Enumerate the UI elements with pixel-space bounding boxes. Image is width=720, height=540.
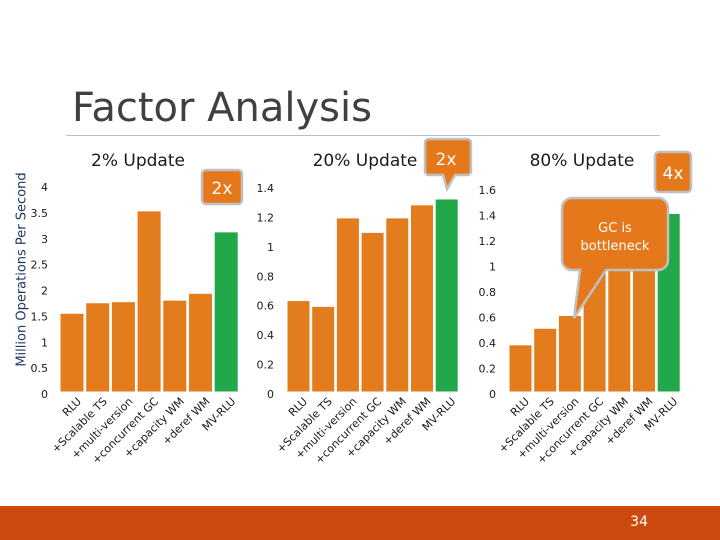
chart2-bar: [360, 231, 385, 393]
chart2-ytick: 1.2: [257, 211, 275, 224]
chart2-ytick: 0.4: [257, 329, 275, 342]
bottleneck-line2: bottleneck: [581, 239, 650, 254]
chart2-ytick: 0.2: [257, 359, 275, 372]
chart1-bar: [59, 312, 85, 393]
chart1-factor-label: 2x: [212, 179, 233, 199]
chart1-bar: [85, 302, 111, 393]
chart2-bar: [385, 217, 410, 393]
chart3-ytick: 0.4: [479, 337, 497, 350]
bottleneck-callout: GC is bottleneck: [560, 196, 670, 319]
chart1-ytick: 0.5: [31, 362, 49, 375]
chart3-ytick: 0.2: [479, 363, 497, 376]
chart3-title: 80% Update: [530, 151, 635, 171]
chart3-factor-label: 4x: [663, 164, 684, 184]
chart2-bar: [311, 305, 336, 393]
chart1-ytick: 3: [41, 233, 48, 246]
chart2-bar: [434, 198, 459, 393]
slide-title: Factor Analysis: [72, 85, 372, 131]
chart2-ytick: 1.4: [257, 182, 275, 195]
chart1-ytick: 0: [41, 388, 48, 401]
chart3-ytick: 0.8: [479, 286, 497, 299]
bottleneck-line1: GC is: [598, 221, 632, 236]
chart1-ytick: 1: [41, 336, 48, 349]
chart1-bar: [162, 299, 188, 393]
chart3-ytick: 1: [489, 261, 496, 274]
chart1-ytick: 1.5: [31, 310, 49, 323]
chart1-ytick: 3.5: [31, 207, 49, 220]
title-divider: [66, 135, 660, 136]
chart2-bar: [335, 217, 360, 393]
chart1-bar: [188, 292, 213, 393]
chart2-bar: [286, 300, 311, 393]
chart1-bar: [136, 210, 162, 393]
chart2-title: 20% Update: [313, 151, 418, 171]
chart3-ytick: 1.2: [479, 235, 497, 248]
chart3-factor-callout: 4x: [653, 150, 693, 194]
chart3-ytick: 0.6: [479, 312, 497, 325]
chart1-ytick: 2: [41, 285, 48, 298]
chart1-bar: [110, 301, 136, 393]
chart3-bar: [533, 327, 558, 393]
chart2-ytick: 1: [267, 241, 274, 254]
chart1-ytick: 2.5: [31, 259, 49, 272]
chart1-title: 2% Update: [91, 151, 185, 171]
chart3-bar: [632, 253, 656, 393]
chart3-bar: [508, 344, 533, 393]
chart3-bar: [557, 315, 582, 393]
chart2-ytick: 0.8: [257, 270, 275, 283]
chart3-ytick: 1.4: [479, 210, 497, 223]
chart2-ytick: 0: [267, 388, 274, 401]
footer-bar: 34: [0, 506, 720, 540]
chart2-ytick: 0.6: [257, 300, 275, 313]
chart2-factor-label: 2x: [436, 150, 457, 170]
chart-20pct-update: 20% Update1.41.210.80.60.40.20RLU+Scalab…: [257, 151, 459, 467]
chart1-bar: [213, 231, 239, 393]
chart3-ytick: 0: [489, 388, 496, 401]
chart1-factor-callout: 2x: [200, 168, 244, 206]
chart2-bar: [410, 204, 434, 393]
slide-number: 34: [630, 514, 648, 530]
chart1-ytick: 4: [41, 181, 48, 194]
chart3-bar: [607, 257, 632, 393]
chart2-factor-callout: 2x: [423, 137, 473, 193]
chart3-ytick: 1.6: [479, 184, 497, 197]
